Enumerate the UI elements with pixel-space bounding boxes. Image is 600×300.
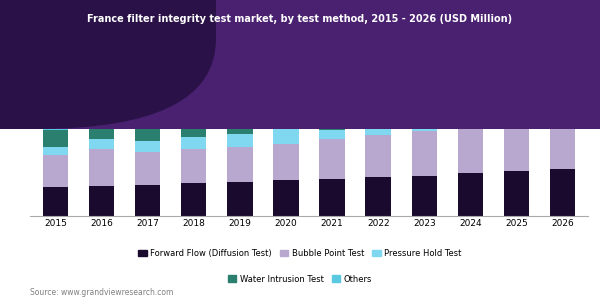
- Bar: [181, 183, 206, 216]
- Bar: [365, 135, 391, 177]
- Bar: [319, 116, 345, 121]
- Bar: [319, 179, 345, 216]
- Bar: [227, 134, 253, 147]
- Bar: [458, 100, 483, 107]
- Bar: [89, 114, 114, 124]
- Bar: [181, 137, 206, 149]
- Bar: [412, 131, 437, 176]
- Bar: [43, 147, 68, 154]
- Bar: [458, 125, 483, 173]
- Text: 2.30: 2.30: [43, 110, 67, 120]
- Bar: [550, 91, 575, 103]
- Bar: [43, 187, 68, 216]
- Bar: [550, 113, 575, 169]
- Bar: [319, 139, 345, 179]
- Bar: [504, 92, 529, 99]
- Legend: Water Intrusion Test, Others: Water Intrusion Test, Others: [225, 271, 375, 287]
- Bar: [550, 104, 575, 113]
- Bar: [504, 119, 529, 171]
- Bar: [273, 117, 299, 129]
- Bar: [504, 99, 529, 112]
- Bar: [135, 184, 160, 216]
- Bar: [504, 171, 529, 216]
- Bar: [273, 180, 299, 216]
- Bar: [227, 182, 253, 216]
- Bar: [43, 154, 68, 187]
- Bar: [412, 176, 437, 216]
- Bar: [227, 110, 253, 120]
- Bar: [181, 112, 206, 122]
- Bar: [227, 147, 253, 182]
- Text: France filter integrity test market, by test method, 2015 - 2026 (USD Million): France filter integrity test market, by …: [88, 14, 512, 25]
- Bar: [273, 129, 299, 144]
- Bar: [319, 130, 345, 139]
- Legend: Forward Flow (Diffusion Test), Bubble Point Test, Pressure Hold Test: Forward Flow (Diffusion Test), Bubble Po…: [135, 246, 465, 261]
- Bar: [227, 120, 253, 134]
- Bar: [365, 129, 391, 135]
- Bar: [458, 107, 483, 118]
- Bar: [550, 82, 575, 91]
- Bar: [43, 130, 68, 147]
- Bar: [135, 141, 160, 152]
- Bar: [43, 122, 68, 130]
- Bar: [412, 125, 437, 131]
- Bar: [319, 121, 345, 130]
- Bar: [550, 169, 575, 216]
- Bar: [181, 122, 206, 137]
- Bar: [135, 116, 160, 126]
- Bar: [365, 118, 391, 129]
- Bar: [89, 139, 114, 149]
- Bar: [458, 173, 483, 216]
- Text: 2.45: 2.45: [89, 102, 113, 112]
- Bar: [504, 112, 529, 119]
- Bar: [458, 118, 483, 125]
- Bar: [135, 152, 160, 184]
- Bar: [412, 107, 437, 114]
- Bar: [365, 112, 391, 118]
- Bar: [89, 124, 114, 139]
- Bar: [89, 149, 114, 185]
- Bar: [273, 143, 299, 180]
- Bar: [273, 107, 299, 117]
- Bar: [135, 126, 160, 141]
- Bar: [181, 149, 206, 183]
- Bar: [365, 177, 391, 216]
- Text: Source: www.grandviewresearch.com: Source: www.grandviewresearch.com: [30, 288, 173, 297]
- Bar: [412, 114, 437, 125]
- Bar: [89, 185, 114, 216]
